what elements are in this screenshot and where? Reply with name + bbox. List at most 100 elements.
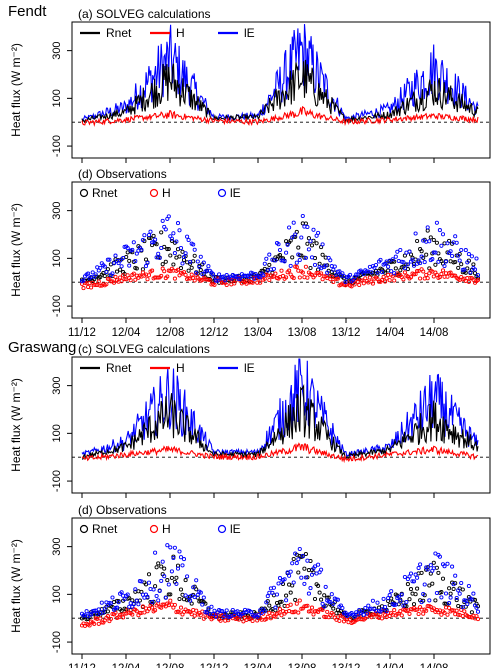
data-point	[268, 616, 273, 621]
data-point	[207, 278, 212, 283]
data-point	[276, 610, 281, 616]
data-point	[284, 598, 289, 603]
data-point	[475, 273, 481, 278]
data-point	[98, 616, 103, 621]
data-point	[121, 273, 126, 278]
data-point	[168, 592, 173, 597]
data-point	[361, 281, 366, 286]
y-tick-label: 300	[51, 201, 63, 219]
data-point	[162, 269, 167, 274]
data-point	[134, 251, 139, 256]
data-point	[331, 601, 336, 606]
data-point	[442, 263, 447, 269]
data-point	[404, 262, 409, 267]
data-point	[215, 278, 220, 283]
legend-swatch	[79, 188, 89, 198]
chart-panel-2: (d) Observations Heat flux (W m⁻²) -100 100…	[9, 167, 491, 323]
data-point	[314, 241, 319, 246]
data-point	[213, 278, 219, 283]
data-point	[437, 228, 442, 233]
data-point	[93, 282, 98, 288]
data-point	[469, 610, 474, 615]
data-point	[200, 602, 205, 607]
data-point	[104, 282, 109, 287]
data-point	[466, 279, 471, 284]
data-point	[404, 599, 409, 605]
data-point	[166, 592, 171, 597]
data-point	[425, 225, 430, 230]
data-point	[177, 596, 182, 602]
data-point	[308, 586, 313, 591]
data-point	[174, 581, 179, 586]
data-point	[130, 247, 135, 252]
data-point	[165, 543, 170, 548]
data-point	[434, 240, 439, 245]
series-points-le	[79, 543, 481, 620]
data-point	[373, 262, 379, 268]
data-point	[448, 249, 453, 254]
data-point	[450, 564, 455, 569]
data-point	[175, 221, 181, 226]
data-point	[445, 612, 450, 617]
data-point	[142, 233, 147, 238]
data-point	[223, 278, 228, 283]
data-point	[439, 590, 444, 595]
data-point	[454, 240, 459, 245]
data-point	[188, 259, 193, 264]
data-point	[468, 270, 473, 275]
data-point	[218, 618, 223, 623]
data-point	[280, 273, 286, 278]
data-point	[300, 553, 305, 558]
chart-panel-4: (d) Observations Heat flux (W m⁻²) -100 100…	[9, 503, 491, 659]
data-point	[285, 242, 290, 247]
data-point	[408, 275, 414, 280]
y-tick-label: -100	[51, 631, 63, 653]
data-point	[271, 585, 276, 590]
data-point	[433, 250, 438, 255]
data-point	[224, 282, 229, 288]
data-point	[217, 272, 222, 277]
x-tick-label: 13/12	[332, 663, 361, 668]
data-point	[224, 608, 229, 613]
data-point	[89, 285, 94, 290]
data-point	[434, 272, 439, 277]
data-point	[411, 579, 417, 584]
legend-swatch	[149, 188, 159, 198]
data-point	[416, 268, 421, 274]
data-point	[127, 263, 132, 268]
data-point	[267, 603, 272, 608]
data-point	[352, 282, 357, 287]
data-point	[434, 590, 439, 596]
data-point	[99, 620, 104, 625]
data-point	[425, 565, 430, 570]
data-point	[191, 242, 196, 247]
data-point	[241, 619, 246, 624]
data-point	[181, 255, 187, 260]
data-point	[375, 600, 380, 605]
data-point	[453, 259, 458, 265]
data-point	[462, 609, 467, 614]
data-point	[421, 269, 426, 274]
data-point	[450, 608, 455, 613]
data-point	[293, 551, 298, 556]
x-tick-label: 12/04	[112, 327, 141, 339]
data-point	[440, 232, 446, 237]
data-point	[159, 605, 164, 610]
data-point	[311, 227, 316, 232]
data-point	[433, 598, 438, 603]
data-point	[174, 239, 179, 244]
data-point	[346, 612, 351, 617]
data-point	[378, 257, 383, 262]
data-point	[392, 278, 397, 283]
data-point	[419, 249, 424, 254]
data-point	[192, 247, 197, 252]
data-point	[387, 278, 392, 283]
data-point	[256, 613, 261, 618]
data-point	[337, 618, 342, 623]
data-point	[201, 616, 206, 621]
data-point	[159, 230, 164, 235]
panel-title: (a) SOLVEG calculations	[78, 7, 211, 21]
x-tick-label: 12/12	[200, 327, 229, 339]
data-point	[212, 608, 217, 613]
data-point	[113, 274, 118, 279]
